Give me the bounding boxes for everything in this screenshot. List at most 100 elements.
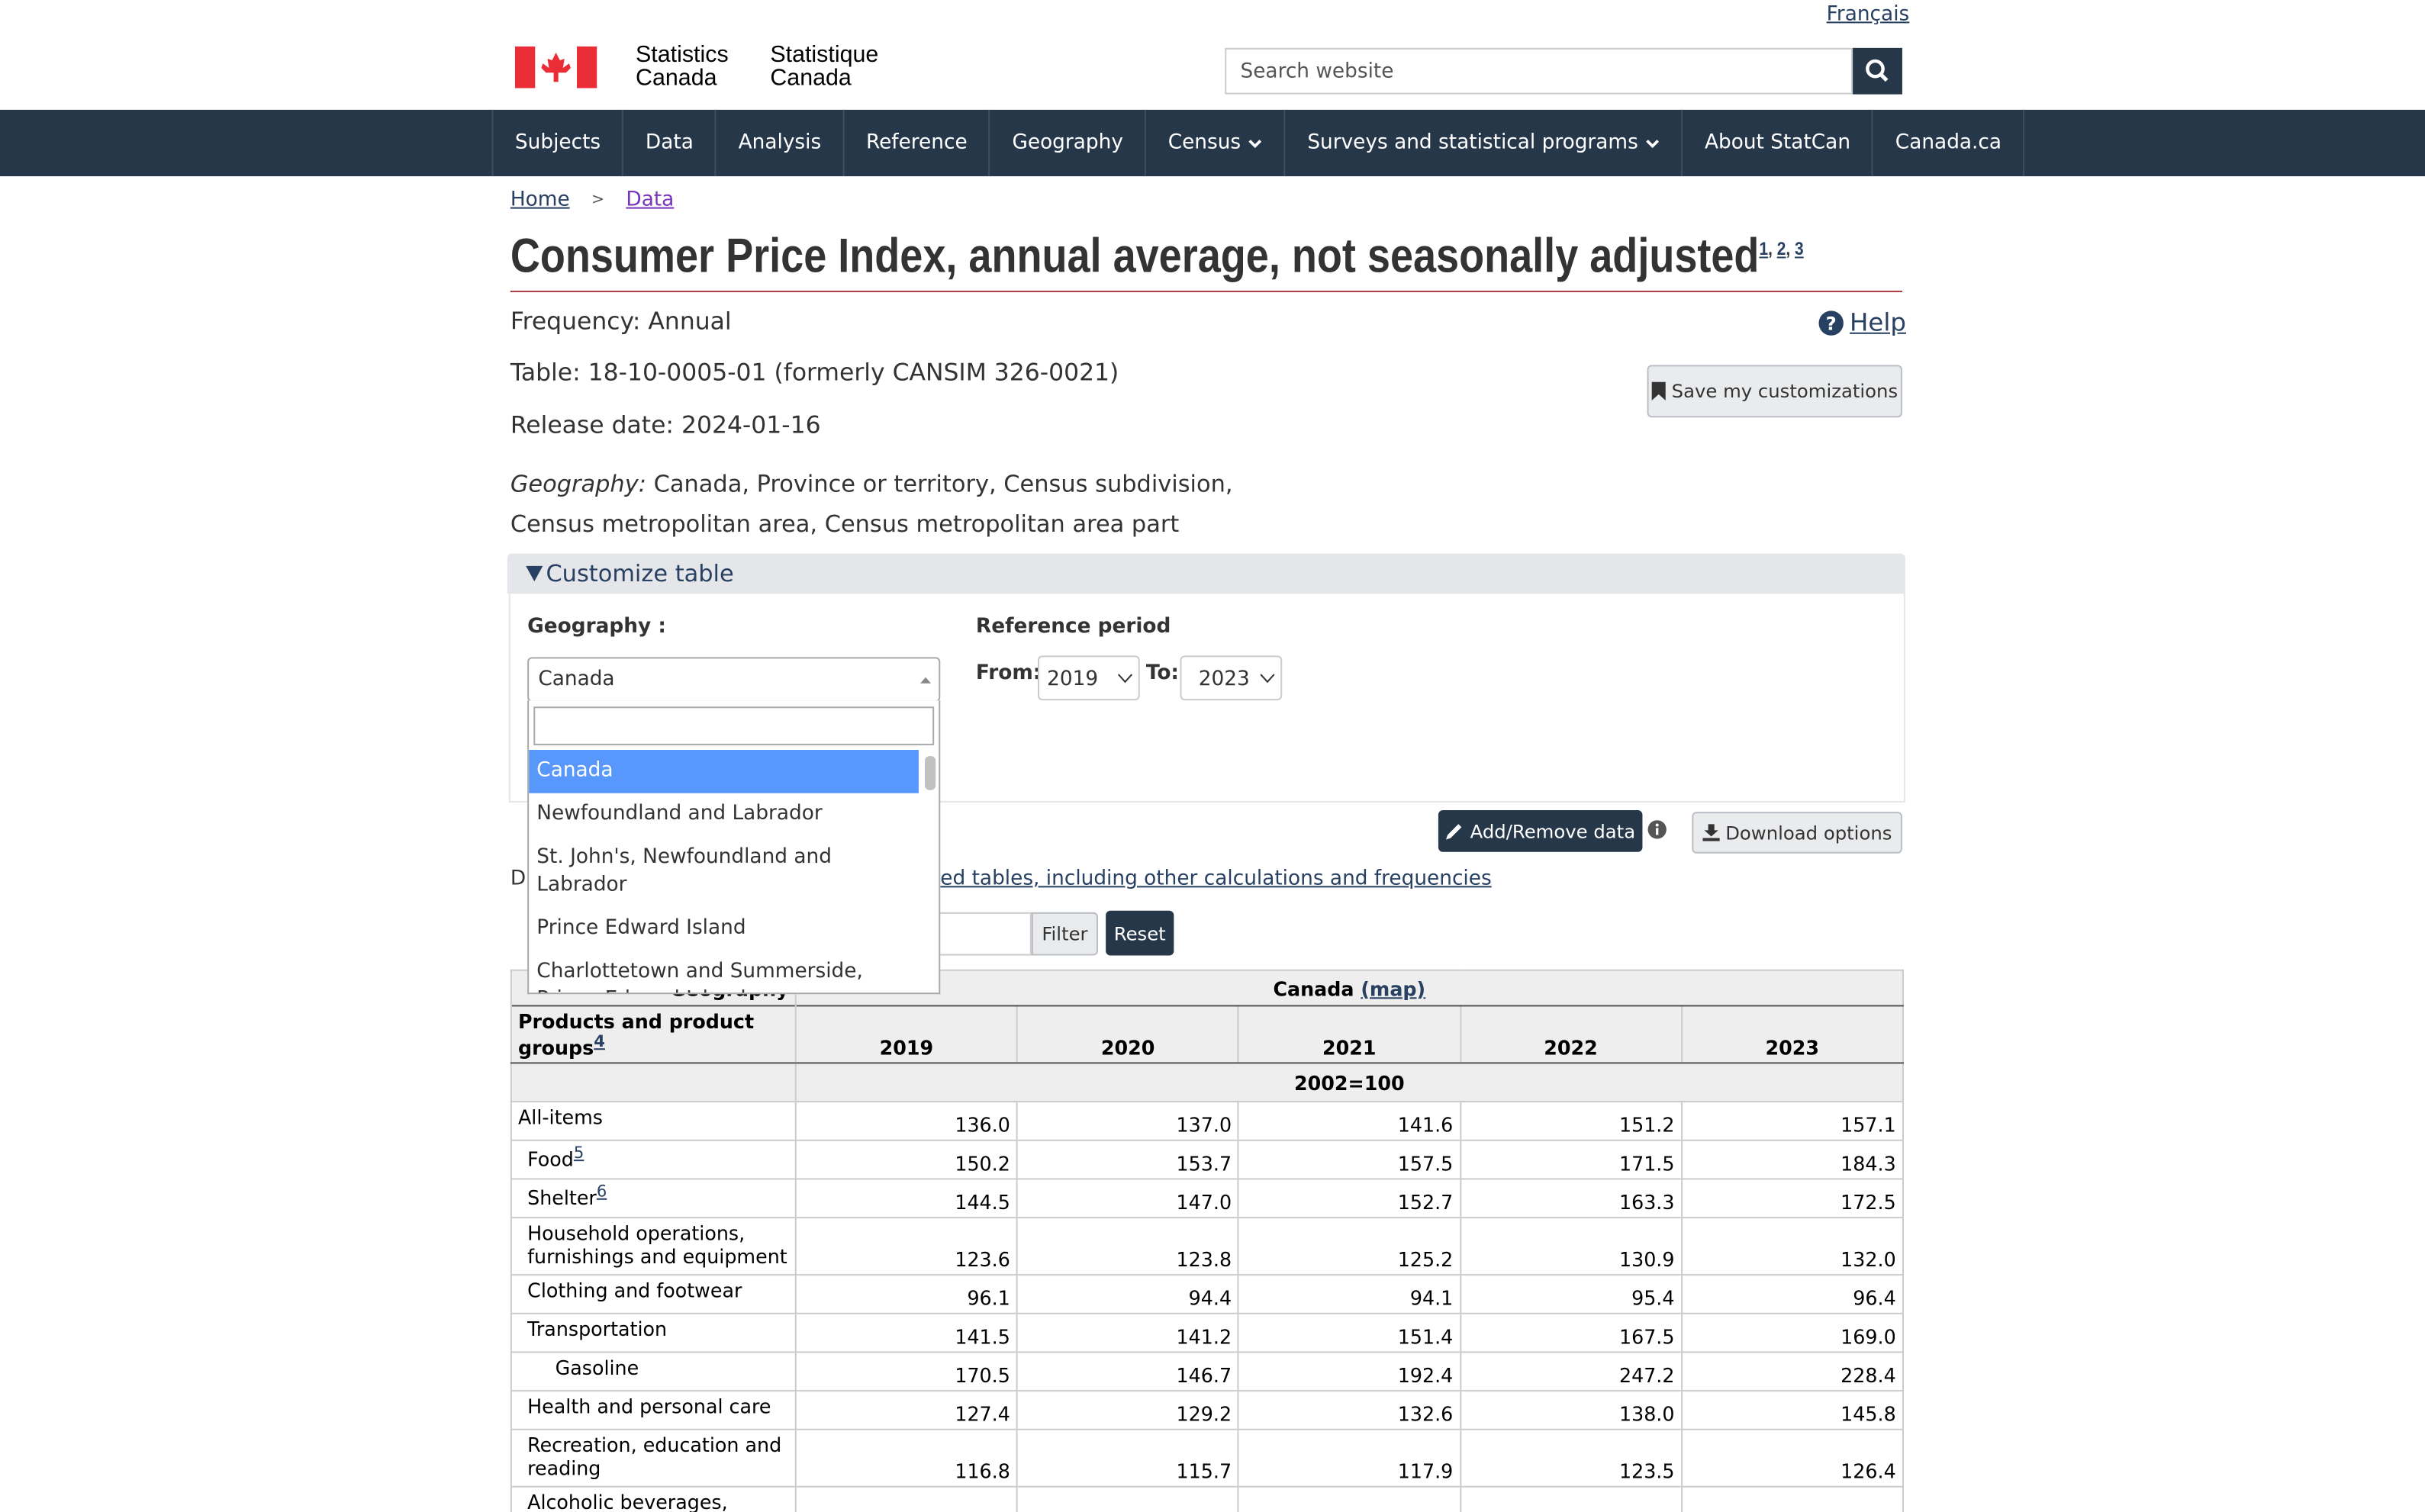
dropdown-option[interactable]: Canada — [529, 749, 919, 793]
unit-row: 2002=100 — [510, 1062, 1904, 1103]
value-cell: 167.5 — [1459, 1313, 1683, 1353]
data-row: Transportation 141.5 141.2 151.4 167.5 169.0 — [510, 1313, 1904, 1353]
nav-item[interactable]: About StatCan — [1681, 109, 1873, 177]
year-header: 2022 — [1459, 1005, 1683, 1064]
nav-item[interactable]: Geography — [989, 109, 1145, 177]
value-cell: 151.2 — [1459, 1101, 1683, 1142]
value-cell: 147.0 — [1016, 1178, 1240, 1219]
nav-text: About StatCan — [1704, 131, 1851, 155]
nav-text: Canada.ca — [1895, 131, 2002, 155]
menu-caret — [1646, 139, 1660, 148]
language-link[interactable]: Français — [1826, 3, 1910, 27]
page-title: Consumer Price Index, annual average, no… — [510, 229, 1804, 285]
dropdown-option[interactable]: Charlottetown and Summerside, Prince Edw… — [536, 960, 863, 993]
value-cell: 132.6 — [1238, 1390, 1461, 1431]
customize-panel — [508, 594, 1906, 803]
related-tables-link[interactable]: ed tables, including other calculations … — [940, 867, 1492, 891]
value-cell: 145.8 — [1680, 1390, 1904, 1431]
to-select[interactable]: 2023 — [1180, 655, 1283, 701]
nav-item[interactable]: Analysis — [715, 109, 842, 177]
value-cell: 172.5 — [1680, 1178, 1904, 1219]
footnote-link[interactable]: 3 — [1795, 237, 1804, 259]
nav-item[interactable]: Canada.ca — [1872, 109, 2025, 177]
value-cell: 127.4 — [794, 1390, 1019, 1431]
map-link[interactable]: (map) — [1361, 976, 1426, 1000]
nav-text: Surveys and statistical programs — [1307, 131, 1638, 155]
scrollbar-thumb[interactable] — [925, 756, 936, 790]
download-icon — [1702, 824, 1720, 841]
row-label-text: Gasoline — [555, 1356, 639, 1380]
download-button[interactable]: Download options — [1692, 812, 1902, 854]
selected-text: 2019 — [1047, 668, 1099, 691]
geography-dropdown: Canada Newfoundland and Labrador St. John'… — [527, 700, 941, 995]
info-icon[interactable] — [1647, 819, 1667, 839]
dropdown-option[interactable]: Prince Edward Island — [536, 916, 746, 941]
footnote-link[interactable]: 1 — [1759, 237, 1769, 259]
product-header: Products and product groups4 — [510, 1005, 797, 1064]
value-cell: 130.9 — [1459, 1217, 1683, 1276]
value-cell: 95.4 — [1459, 1274, 1683, 1315]
add-remove-button[interactable]: Add/Remove data — [1438, 810, 1643, 852]
value-cell: 152.7 — [1238, 1178, 1461, 1219]
value-cell-empty — [1238, 1486, 1461, 1512]
value-cell: 136.0 — [794, 1101, 1019, 1142]
search-button[interactable] — [1853, 47, 1902, 95]
value-cell: 170.5 — [794, 1351, 1019, 1392]
nav-item[interactable]: Reference — [842, 109, 989, 177]
filter-input[interactable] — [928, 912, 1032, 956]
help-icon: ? — [1818, 310, 1844, 335]
product-header-text: Products and product groups — [517, 1009, 755, 1060]
row-label-text: Transportation — [527, 1317, 668, 1341]
nav-item[interactable]: Subjects — [491, 109, 623, 177]
geography-name: Canada — [1273, 976, 1354, 1000]
to-label: To: — [1145, 661, 1179, 685]
reset-button[interactable]: Reset — [1106, 910, 1174, 956]
customize-title: Customize table — [546, 559, 734, 588]
release-date: Release date: 2024-01-16 — [510, 411, 821, 439]
selected-text: Canada — [538, 668, 615, 691]
reference-period-label: Reference period — [975, 615, 1171, 639]
dropdown-option[interactable]: St. John's, Newfoundland and Labrador — [536, 845, 832, 897]
footnote-link[interactable]: 6 — [596, 1182, 607, 1202]
row-label-text: Household operations, furnishings and eq… — [527, 1221, 787, 1269]
geography-select[interactable]: Canada — [527, 657, 941, 703]
value-cell: 151.4 — [1238, 1313, 1461, 1353]
customize-header[interactable]: Customize table — [507, 553, 1906, 594]
breadcrumb-link[interactable]: Home — [510, 188, 570, 212]
value-cell: 115.7 — [1016, 1429, 1240, 1488]
value-cell: 125.2 — [1238, 1217, 1461, 1276]
header-row: Products and product groups4 2019 2020 2021… — [510, 1005, 1904, 1064]
footnote-link[interactable]: 5 — [573, 1144, 585, 1163]
org-line: Canada — [770, 65, 852, 92]
dropdown-search[interactable] — [533, 706, 935, 745]
menu-caret — [1249, 139, 1262, 148]
dropdown-option[interactable]: Newfoundland and Labrador — [536, 802, 823, 826]
nav-item[interactable]: Census — [1145, 109, 1284, 177]
nav-text: Reference — [865, 131, 968, 155]
save-button[interactable]: Save my customizations — [1647, 365, 1902, 418]
filter-button[interactable]: Filter — [1031, 912, 1099, 956]
help-link[interactable]: ? Help — [1818, 307, 1906, 337]
nav-item[interactable]: Surveys and statistical programs — [1283, 109, 1682, 177]
row-label: Alcoholic beverages, — [510, 1486, 797, 1512]
org-line: Canada — [636, 65, 717, 92]
footnote-link[interactable]: 4 — [594, 1032, 605, 1052]
search-input[interactable]: Search website — [1225, 47, 1853, 95]
row-label-text: Clothing and footwear — [527, 1279, 742, 1302]
pencil-icon — [1445, 824, 1461, 840]
title-notes: 1, 2, 3 — [1759, 237, 1804, 259]
button-text: Save my customizations — [1671, 380, 1898, 402]
row-label: Health and personal care — [510, 1390, 797, 1431]
search-icon — [1866, 59, 1889, 82]
breadcrumb: Home > Data — [510, 188, 674, 211]
value-cell: 117.9 — [1238, 1429, 1461, 1488]
blank-cell — [510, 1062, 797, 1103]
breadcrumb-link[interactable]: Data — [626, 188, 675, 212]
nav-item[interactable]: Data — [622, 109, 716, 177]
from-select[interactable]: 2019 — [1037, 655, 1140, 701]
title-rule — [510, 291, 1902, 293]
nav-text: Data — [645, 131, 694, 155]
footnote-link[interactable]: 2 — [1776, 237, 1786, 259]
row-label: Clothing and footwear — [510, 1274, 797, 1315]
